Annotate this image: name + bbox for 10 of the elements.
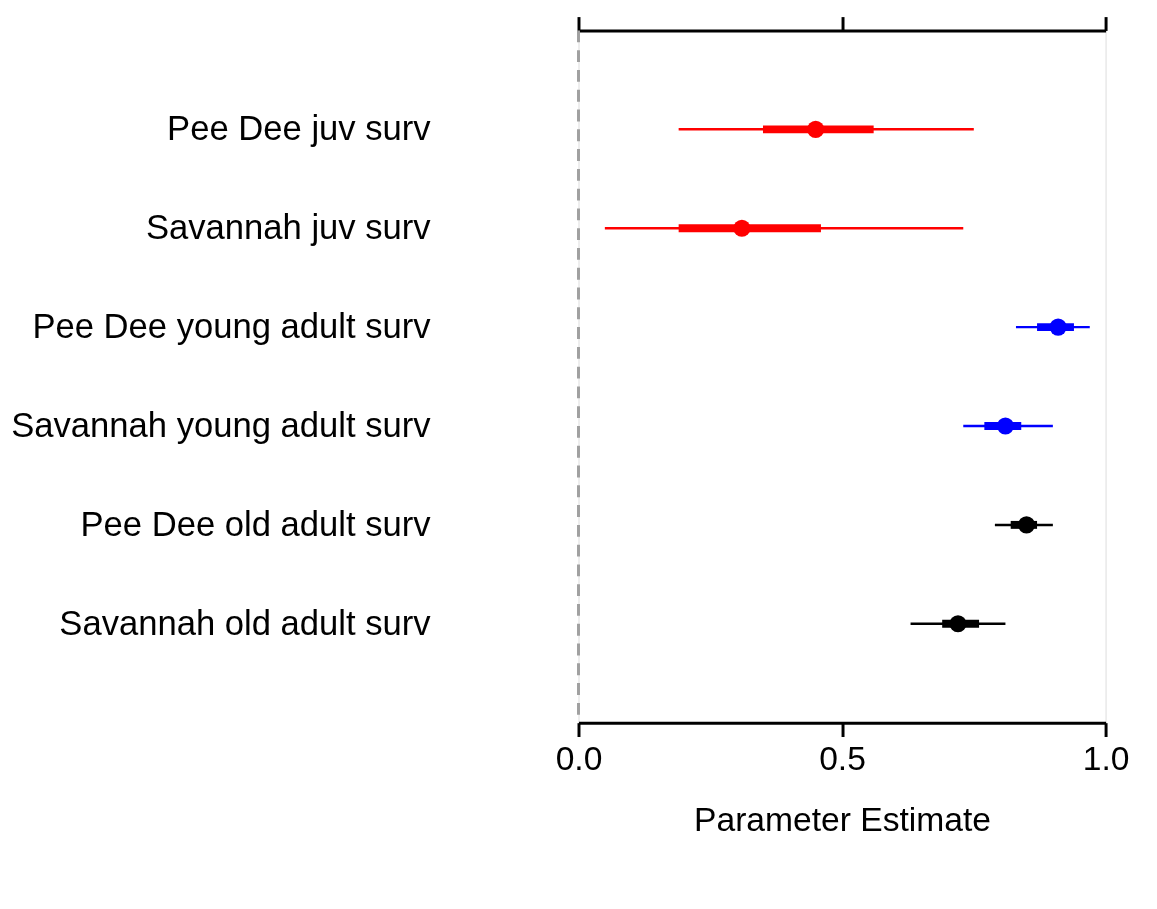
x-tick-label: 0.5 bbox=[819, 739, 866, 777]
y-tick-label: Savannah old adult surv bbox=[59, 603, 432, 642]
y-tick-label: Pee Dee young adult surv bbox=[32, 306, 432, 345]
y-tick-label: Savannah young adult surv bbox=[11, 405, 432, 444]
y-tick-label: Pee Dee juv surv bbox=[167, 109, 432, 148]
y-tick-label: Savannah juv surv bbox=[145, 208, 432, 247]
y-tick-label: Pee Dee old adult surv bbox=[80, 504, 432, 543]
x-tick-label: 0.0 bbox=[555, 739, 603, 777]
x-tick-label: 1.0 bbox=[1082, 739, 1130, 777]
x-axis-title: Parameter Estimate bbox=[694, 800, 992, 838]
